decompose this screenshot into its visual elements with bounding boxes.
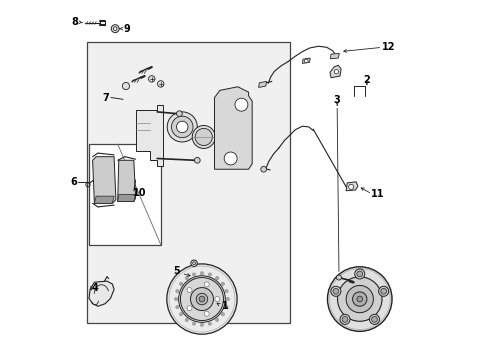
Circle shape bbox=[381, 288, 387, 294]
Circle shape bbox=[327, 267, 392, 331]
Text: 6: 6 bbox=[70, 177, 77, 187]
Circle shape bbox=[191, 288, 214, 311]
Polygon shape bbox=[346, 182, 358, 191]
Circle shape bbox=[195, 157, 200, 163]
Circle shape bbox=[172, 116, 193, 138]
Polygon shape bbox=[215, 87, 252, 169]
Circle shape bbox=[185, 276, 188, 280]
Circle shape bbox=[111, 25, 119, 33]
Circle shape bbox=[191, 260, 197, 266]
Circle shape bbox=[157, 81, 164, 87]
Circle shape bbox=[371, 316, 377, 322]
Circle shape bbox=[187, 306, 192, 311]
Text: 2: 2 bbox=[364, 75, 370, 85]
Polygon shape bbox=[89, 281, 114, 306]
Polygon shape bbox=[93, 157, 116, 203]
Polygon shape bbox=[95, 196, 114, 203]
Circle shape bbox=[208, 273, 212, 276]
Text: 5: 5 bbox=[173, 266, 180, 276]
Circle shape bbox=[235, 98, 248, 111]
Circle shape bbox=[225, 289, 228, 293]
Circle shape bbox=[179, 312, 183, 316]
Circle shape bbox=[355, 269, 365, 279]
Circle shape bbox=[167, 112, 197, 142]
Polygon shape bbox=[118, 194, 136, 202]
Circle shape bbox=[337, 275, 342, 280]
Circle shape bbox=[187, 288, 192, 293]
Circle shape bbox=[176, 289, 179, 293]
Circle shape bbox=[215, 297, 220, 302]
Circle shape bbox=[176, 305, 179, 309]
Circle shape bbox=[342, 316, 348, 322]
Circle shape bbox=[334, 69, 339, 74]
Circle shape bbox=[353, 292, 367, 306]
Circle shape bbox=[167, 264, 237, 334]
Circle shape bbox=[221, 282, 224, 285]
Circle shape bbox=[204, 311, 209, 316]
Circle shape bbox=[193, 322, 196, 325]
Polygon shape bbox=[259, 81, 267, 87]
Text: 3: 3 bbox=[334, 95, 341, 105]
Circle shape bbox=[174, 297, 178, 301]
Circle shape bbox=[113, 27, 117, 31]
Circle shape bbox=[193, 273, 196, 276]
Bar bbox=[87, 42, 290, 323]
Circle shape bbox=[176, 111, 182, 117]
Circle shape bbox=[357, 271, 363, 277]
Circle shape bbox=[216, 318, 219, 321]
Circle shape bbox=[208, 322, 212, 325]
Circle shape bbox=[200, 323, 203, 327]
Circle shape bbox=[195, 129, 212, 145]
Text: 10: 10 bbox=[132, 188, 146, 198]
Text: 1: 1 bbox=[222, 301, 229, 311]
Circle shape bbox=[179, 282, 183, 285]
Text: 12: 12 bbox=[382, 42, 395, 52]
Circle shape bbox=[357, 296, 363, 302]
Circle shape bbox=[180, 278, 223, 320]
Circle shape bbox=[185, 318, 188, 321]
Circle shape bbox=[304, 59, 308, 63]
Polygon shape bbox=[302, 58, 310, 63]
Text: 4: 4 bbox=[92, 283, 99, 293]
Text: 11: 11 bbox=[371, 189, 385, 199]
Circle shape bbox=[369, 314, 380, 324]
Circle shape bbox=[148, 76, 155, 82]
Circle shape bbox=[225, 305, 228, 309]
Circle shape bbox=[226, 297, 229, 301]
Polygon shape bbox=[330, 65, 341, 78]
Circle shape bbox=[216, 276, 219, 280]
Text: 8: 8 bbox=[71, 17, 78, 27]
Circle shape bbox=[333, 288, 339, 294]
Circle shape bbox=[176, 121, 188, 133]
Circle shape bbox=[204, 282, 209, 287]
Circle shape bbox=[346, 285, 373, 313]
Circle shape bbox=[196, 293, 208, 305]
Circle shape bbox=[200, 272, 203, 275]
Circle shape bbox=[338, 277, 382, 321]
Circle shape bbox=[340, 314, 350, 324]
Bar bbox=[89, 144, 161, 244]
Circle shape bbox=[261, 166, 267, 172]
Polygon shape bbox=[136, 105, 163, 166]
Circle shape bbox=[331, 286, 341, 296]
Circle shape bbox=[179, 276, 225, 322]
Polygon shape bbox=[118, 160, 136, 202]
Circle shape bbox=[224, 152, 237, 165]
Polygon shape bbox=[330, 53, 339, 59]
Circle shape bbox=[192, 126, 215, 148]
Circle shape bbox=[122, 82, 129, 90]
Circle shape bbox=[221, 312, 224, 316]
Text: 7: 7 bbox=[103, 93, 110, 103]
Circle shape bbox=[379, 286, 389, 296]
Text: 9: 9 bbox=[123, 24, 130, 34]
Circle shape bbox=[199, 296, 205, 302]
Circle shape bbox=[349, 184, 354, 189]
